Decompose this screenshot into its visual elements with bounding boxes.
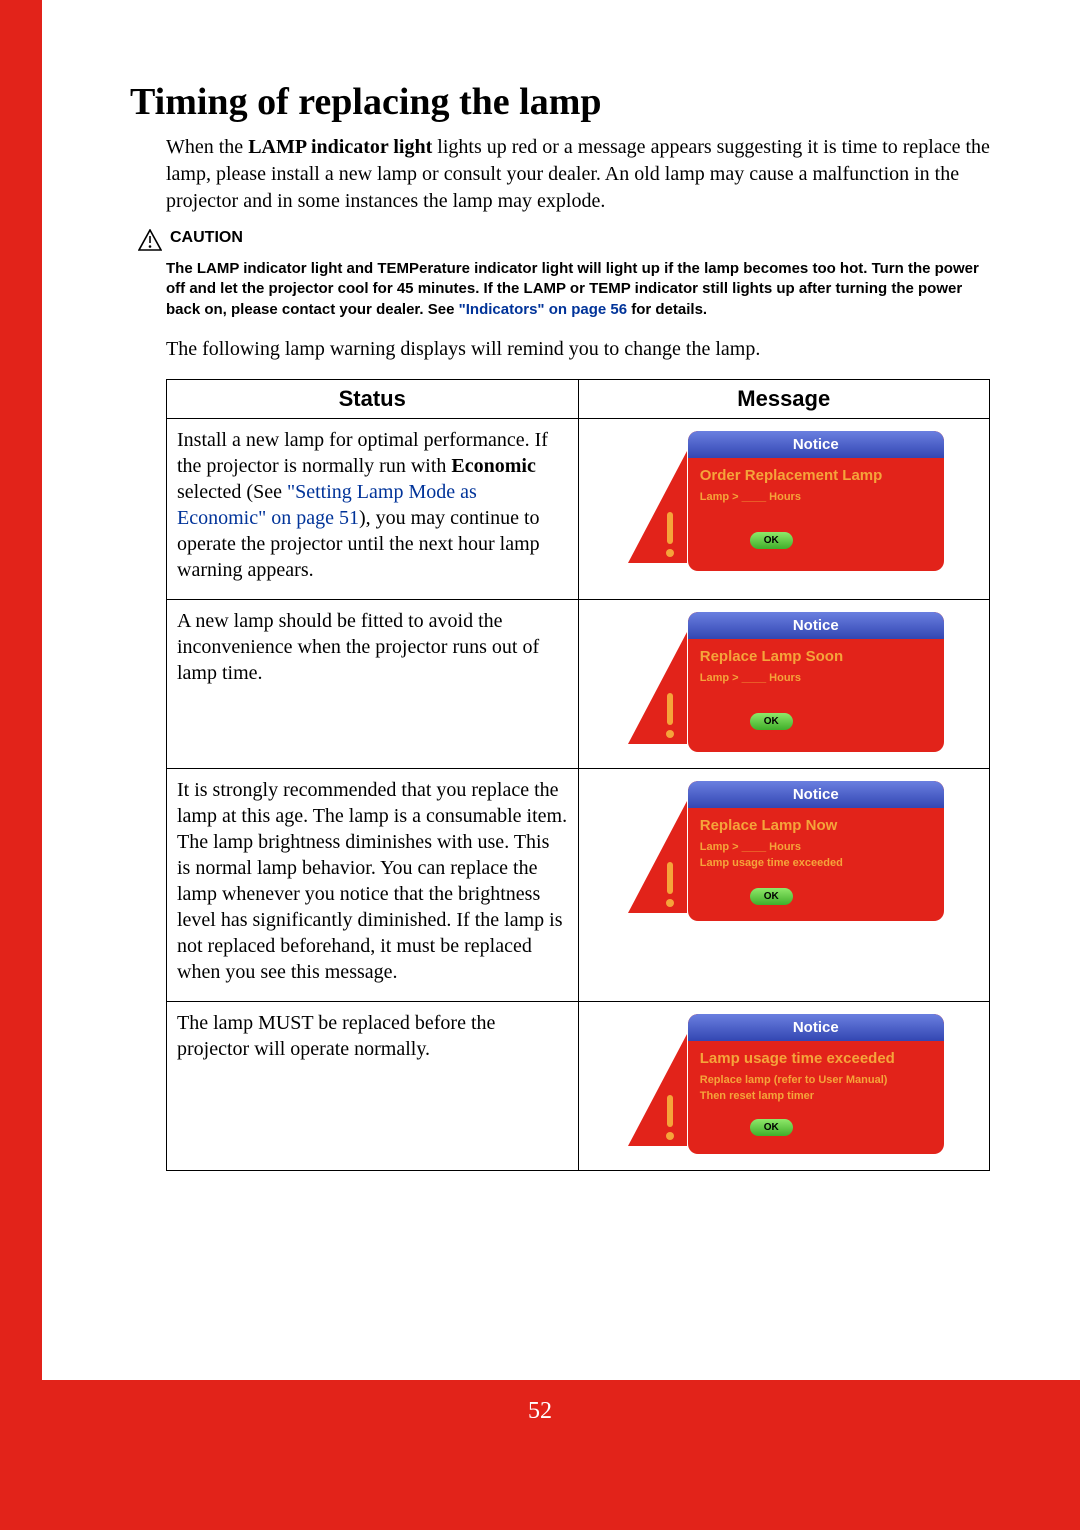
table-row: Install a new lamp for optimal performan… bbox=[167, 418, 990, 599]
red-sidebar bbox=[0, 0, 42, 1380]
status-text: A new lamp should be fitted to avoid the… bbox=[177, 610, 539, 684]
table-row: It is strongly recommended that you repl… bbox=[167, 768, 990, 1001]
notice-dialog: Notice Replace Lamp Soon Lamp > ____ Hou… bbox=[624, 612, 944, 752]
notice-title: Replace Lamp Soon bbox=[688, 639, 944, 671]
status-table: Status Message Install a new lamp for op… bbox=[166, 379, 990, 1171]
status-header: Status bbox=[167, 379, 579, 418]
warning-triangle-icon bbox=[624, 431, 688, 571]
caution-link[interactable]: "Indicators" on page 56 bbox=[459, 301, 627, 318]
notice-line: Lamp > ____ Hours bbox=[688, 671, 944, 687]
status-cell: A new lamp should be fitted to avoid the… bbox=[167, 599, 579, 768]
notice-header: Notice bbox=[688, 1014, 944, 1042]
notice-header: Notice bbox=[688, 431, 944, 459]
warning-triangle-icon bbox=[624, 781, 688, 921]
page-title: Timing of replacing the lamp bbox=[130, 80, 990, 124]
caution-label: CAUTION bbox=[170, 229, 243, 247]
caution-header-row: CAUTION bbox=[138, 229, 990, 251]
status-cell: Install a new lamp for optimal performan… bbox=[167, 418, 579, 599]
status-text-bold: Economic bbox=[451, 455, 535, 477]
notice-body: Notice Replace Lamp Soon Lamp > ____ Hou… bbox=[688, 612, 944, 752]
notice-line: Replace lamp (refer to User Manual) bbox=[688, 1073, 944, 1089]
table-row: The lamp MUST be replaced before the pro… bbox=[167, 1001, 990, 1170]
status-text: It is strongly recommended that you repl… bbox=[177, 779, 567, 983]
notice-title: Lamp usage time exceeded bbox=[688, 1041, 944, 1073]
caution-body: The LAMP indicator light and TEMPerature… bbox=[166, 259, 990, 320]
notice-dialog: Notice Order Replacement Lamp Lamp > ___… bbox=[624, 431, 944, 571]
warning-triangle-icon bbox=[624, 612, 688, 752]
ok-button[interactable]: OK bbox=[750, 713, 793, 730]
notice-title: Replace Lamp Now bbox=[688, 808, 944, 840]
notice-title: Order Replacement Lamp bbox=[688, 458, 944, 490]
message-cell: Notice Lamp usage time exceeded Replace … bbox=[578, 1001, 990, 1170]
notice-line: Lamp > ____ Hours bbox=[688, 840, 944, 856]
notice-line: Lamp > ____ Hours bbox=[688, 490, 944, 506]
intro-text-a: When the bbox=[166, 136, 248, 158]
caution-body-b: for details. bbox=[627, 301, 707, 318]
ok-button[interactable]: OK bbox=[750, 532, 793, 549]
message-header: Message bbox=[578, 379, 990, 418]
lead-text: The following lamp warning displays will… bbox=[166, 338, 990, 361]
status-cell: It is strongly recommended that you repl… bbox=[167, 768, 579, 1001]
ok-button[interactable]: OK bbox=[750, 888, 793, 905]
warning-triangle-icon bbox=[624, 1014, 688, 1154]
page-content: Timing of replacing the lamp When the LA… bbox=[0, 0, 1080, 1380]
footer-bar: 52 bbox=[0, 1380, 1080, 1530]
message-cell: Notice Order Replacement Lamp Lamp > ___… bbox=[578, 418, 990, 599]
notice-header: Notice bbox=[688, 781, 944, 809]
intro-paragraph: When the LAMP indicator light lights up … bbox=[166, 134, 990, 215]
status-text-b: selected (See bbox=[177, 481, 287, 503]
intro-bold: LAMP indicator light bbox=[248, 136, 432, 158]
notice-line: Lamp usage time exceeded bbox=[688, 856, 944, 872]
table-row: A new lamp should be fitted to avoid the… bbox=[167, 599, 990, 768]
notice-body: Notice Order Replacement Lamp Lamp > ___… bbox=[688, 431, 944, 571]
message-cell: Notice Replace Lamp Soon Lamp > ____ Hou… bbox=[578, 599, 990, 768]
notice-body: Notice Replace Lamp Now Lamp > ____ Hour… bbox=[688, 781, 944, 921]
notice-dialog: Notice Lamp usage time exceeded Replace … bbox=[624, 1014, 944, 1154]
notice-header: Notice bbox=[688, 612, 944, 640]
ok-button[interactable]: OK bbox=[750, 1119, 793, 1136]
status-text: The lamp MUST be replaced before the pro… bbox=[177, 1012, 495, 1060]
message-cell: Notice Replace Lamp Now Lamp > ____ Hour… bbox=[578, 768, 990, 1001]
caution-icon bbox=[138, 229, 162, 251]
notice-body: Notice Lamp usage time exceeded Replace … bbox=[688, 1014, 944, 1154]
status-cell: The lamp MUST be replaced before the pro… bbox=[167, 1001, 579, 1170]
notice-dialog: Notice Replace Lamp Now Lamp > ____ Hour… bbox=[624, 781, 944, 921]
notice-line: Then reset lamp timer bbox=[688, 1089, 944, 1105]
page-number: 52 bbox=[528, 1398, 552, 1425]
